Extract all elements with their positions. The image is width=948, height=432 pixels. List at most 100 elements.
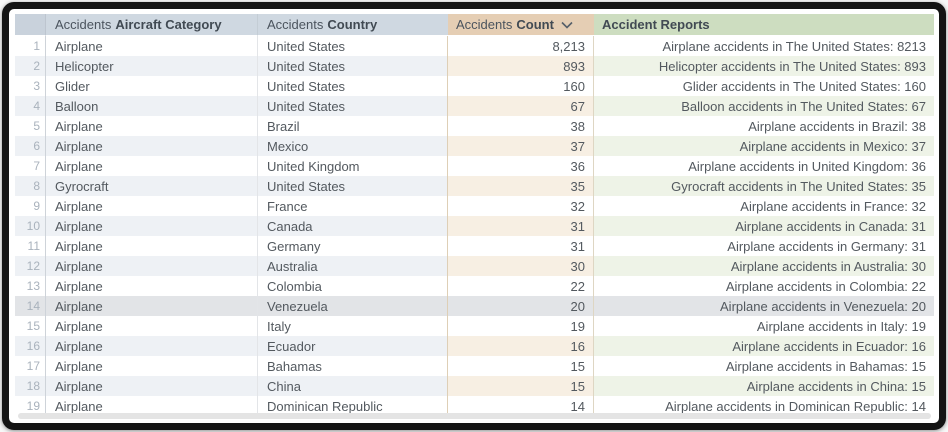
horizontal-scrollbar[interactable]: [18, 413, 931, 419]
row-number[interactable]: 19: [15, 396, 46, 416]
cell-aircraft-category[interactable]: Airplane: [46, 156, 258, 176]
cell-aircraft-category[interactable]: Airplane: [46, 336, 258, 356]
cell-count[interactable]: 893: [448, 56, 594, 76]
row-number[interactable]: 5: [15, 116, 46, 136]
cell-accident-report[interactable]: Airplane accidents in Mexico: 37: [594, 136, 934, 156]
header-accident-reports[interactable]: Accident Reports: [594, 14, 934, 36]
cell-country[interactable]: United States: [258, 36, 448, 56]
cell-accident-report[interactable]: Airplane accidents in The United States:…: [594, 36, 934, 56]
cell-country[interactable]: Bahamas: [258, 356, 448, 376]
cell-country[interactable]: Ecuador: [258, 336, 448, 356]
header-row-numbers[interactable]: [15, 14, 46, 36]
cell-accident-report[interactable]: Airplane accidents in Venezuela: 20: [594, 296, 934, 316]
cell-country[interactable]: United States: [258, 76, 448, 96]
cell-aircraft-category[interactable]: Glider: [46, 76, 258, 96]
cell-country[interactable]: Colombia: [258, 276, 448, 296]
cell-aircraft-category[interactable]: Airplane: [46, 136, 258, 156]
cell-accident-report[interactable]: Airplane accidents in United Kingdom: 36: [594, 156, 934, 176]
cell-aircraft-category[interactable]: Airplane: [46, 116, 258, 136]
cell-accident-report[interactable]: Airplane accidents in Italy: 19: [594, 316, 934, 336]
cell-count[interactable]: 20: [448, 296, 594, 316]
cell-count[interactable]: 67: [448, 96, 594, 116]
cell-count[interactable]: 160: [448, 76, 594, 96]
row-number[interactable]: 10: [15, 216, 46, 236]
cell-country[interactable]: Canada: [258, 216, 448, 236]
cell-accident-report[interactable]: Airplane accidents in Australia: 30: [594, 256, 934, 276]
cell-aircraft-category[interactable]: Airplane: [46, 356, 258, 376]
cell-aircraft-category[interactable]: Airplane: [46, 236, 258, 256]
cell-country[interactable]: Germany: [258, 236, 448, 256]
cell-count[interactable]: 14: [448, 396, 594, 416]
row-number[interactable]: 6: [15, 136, 46, 156]
cell-accident-report[interactable]: Gyrocraft accidents in The United States…: [594, 176, 934, 196]
cell-accident-report[interactable]: Airplane accidents in Dominican Republic…: [594, 396, 934, 416]
cell-count[interactable]: 16: [448, 336, 594, 356]
header-country[interactable]: Accidents Country: [258, 14, 448, 36]
cell-country[interactable]: Dominican Republic: [258, 396, 448, 416]
cell-aircraft-category[interactable]: Airplane: [46, 296, 258, 316]
row-number[interactable]: 12: [15, 256, 46, 276]
cell-aircraft-category[interactable]: Airplane: [46, 316, 258, 336]
cell-accident-report[interactable]: Airplane accidents in Ecuador: 16: [594, 336, 934, 356]
row-number[interactable]: 15: [15, 316, 46, 336]
cell-aircraft-category[interactable]: Airplane: [46, 396, 258, 416]
row-number[interactable]: 16: [15, 336, 46, 356]
cell-country[interactable]: France: [258, 196, 448, 216]
cell-accident-report[interactable]: Balloon accidents in The United States: …: [594, 96, 934, 116]
row-number[interactable]: 18: [15, 376, 46, 396]
row-number[interactable]: 3: [15, 76, 46, 96]
cell-count[interactable]: 8,213: [448, 36, 594, 56]
cell-country[interactable]: Australia: [258, 256, 448, 276]
cell-accident-report[interactable]: Airplane accidents in Canada: 31: [594, 216, 934, 236]
cell-country[interactable]: Italy: [258, 316, 448, 336]
cell-aircraft-category[interactable]: Airplane: [46, 276, 258, 296]
cell-aircraft-category[interactable]: Airplane: [46, 36, 258, 56]
cell-accident-report[interactable]: Airplane accidents in China: 15: [594, 376, 934, 396]
row-number[interactable]: 11: [15, 236, 46, 256]
row-number[interactable]: 14: [15, 296, 46, 316]
cell-accident-report[interactable]: Helicopter accidents in The United State…: [594, 56, 934, 76]
cell-country[interactable]: United Kingdom: [258, 156, 448, 176]
cell-count[interactable]: 19: [448, 316, 594, 336]
cell-count[interactable]: 31: [448, 216, 594, 236]
cell-accident-report[interactable]: Airplane accidents in Germany: 31: [594, 236, 934, 256]
cell-aircraft-category[interactable]: Airplane: [46, 216, 258, 236]
cell-country[interactable]: Venezuela: [258, 296, 448, 316]
cell-country[interactable]: Mexico: [258, 136, 448, 156]
cell-count[interactable]: 35: [448, 176, 594, 196]
cell-aircraft-category[interactable]: Airplane: [46, 196, 258, 216]
cell-count[interactable]: 31: [448, 236, 594, 256]
cell-aircraft-category[interactable]: Gyrocraft: [46, 176, 258, 196]
cell-count[interactable]: 15: [448, 356, 594, 376]
cell-country[interactable]: United States: [258, 176, 448, 196]
cell-accident-report[interactable]: Glider accidents in The United States: 1…: [594, 76, 934, 96]
cell-aircraft-category[interactable]: Airplane: [46, 376, 258, 396]
cell-aircraft-category[interactable]: Airplane: [46, 256, 258, 276]
row-number[interactable]: 8: [15, 176, 46, 196]
row-number[interactable]: 1: [15, 36, 46, 56]
cell-count[interactable]: 15: [448, 376, 594, 396]
row-number[interactable]: 17: [15, 356, 46, 376]
row-number[interactable]: 2: [15, 56, 46, 76]
row-number[interactable]: 7: [15, 156, 46, 176]
cell-country[interactable]: United States: [258, 56, 448, 76]
cell-aircraft-category[interactable]: Helicopter: [46, 56, 258, 76]
cell-country[interactable]: United States: [258, 96, 448, 116]
cell-count[interactable]: 22: [448, 276, 594, 296]
cell-count[interactable]: 37: [448, 136, 594, 156]
row-number[interactable]: 4: [15, 96, 46, 116]
cell-count[interactable]: 38: [448, 116, 594, 136]
cell-country[interactable]: China: [258, 376, 448, 396]
header-aircraft-category[interactable]: Accidents Aircraft Category: [46, 14, 258, 36]
row-number[interactable]: 9: [15, 196, 46, 216]
cell-accident-report[interactable]: Airplane accidents in Bahamas: 15: [594, 356, 934, 376]
cell-aircraft-category[interactable]: Balloon: [46, 96, 258, 116]
cell-accident-report[interactable]: Airplane accidents in Brazil: 38: [594, 116, 934, 136]
cell-accident-report[interactable]: Airplane accidents in Colombia: 22: [594, 276, 934, 296]
row-number[interactable]: 13: [15, 276, 46, 296]
cell-count[interactable]: 36: [448, 156, 594, 176]
cell-country[interactable]: Brazil: [258, 116, 448, 136]
cell-count[interactable]: 30: [448, 256, 594, 276]
cell-accident-report[interactable]: Airplane accidents in France: 32: [594, 196, 934, 216]
cell-count[interactable]: 32: [448, 196, 594, 216]
